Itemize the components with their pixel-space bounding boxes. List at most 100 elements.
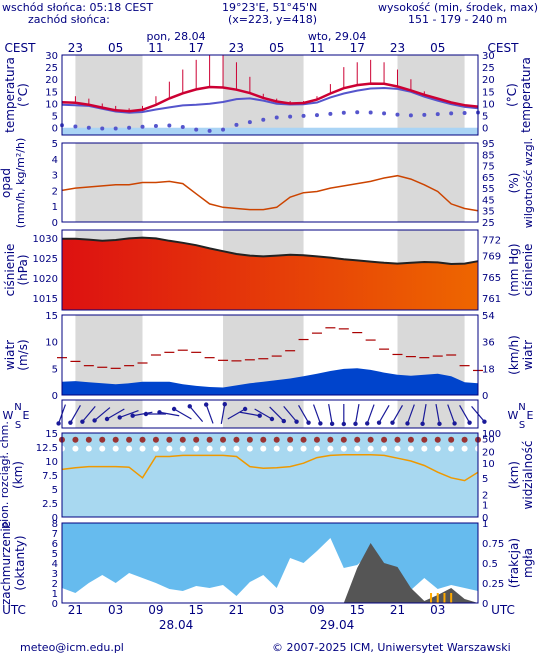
wind-direction-arrow — [447, 404, 456, 424]
right-tick-label: 85 — [482, 150, 495, 161]
contact-email[interactable]: meteo@icm.edu.pl — [20, 641, 124, 654]
temperature-min-dot — [395, 112, 400, 117]
cloud-base-dot — [354, 445, 361, 452]
cloud-base-dot — [394, 445, 401, 452]
temperature-min-dot — [167, 123, 172, 128]
night-band — [75, 315, 143, 395]
left-tick-label: 2.5 — [42, 499, 58, 510]
cloud-top-dot — [273, 436, 280, 443]
panel-border — [61, 229, 479, 311]
right-tick-label: 35 — [482, 207, 495, 218]
temperature-min-dot — [234, 122, 239, 127]
left-tick-label: 4 — [52, 155, 58, 166]
pressure-line — [62, 236, 479, 266]
right-tick-label: 30 — [482, 51, 495, 62]
cloud-base-dot — [407, 445, 414, 452]
compass-north-label: N — [14, 402, 21, 413]
temperature-min-dot — [314, 113, 319, 118]
wind-direction-head — [157, 410, 162, 415]
cloud-top-dot — [152, 436, 159, 443]
visibility-line — [61, 454, 479, 482]
right-tick-label: 10 — [482, 459, 495, 470]
cloud-top-dot — [126, 436, 133, 443]
right-tick-label: 15 — [482, 87, 495, 98]
wind-direction-head — [405, 421, 410, 426]
cloud-base-dot — [340, 445, 347, 452]
left-tick-label: 1015 — [33, 294, 58, 305]
temperature-min-dot — [261, 117, 266, 122]
top-hour-label: 11 — [148, 41, 163, 55]
cloud-top-dot — [300, 436, 307, 443]
left-tick-label: 3 — [52, 569, 58, 580]
wind-axis-unit-right: (km/h) — [507, 335, 521, 375]
right-tick-label: 772 — [482, 236, 501, 247]
time-zone-bottom-right: UTC — [491, 603, 515, 617]
elevation-values: 151 - 179 - 240 m — [408, 13, 508, 26]
wind-direction-arrow — [366, 404, 375, 424]
left-tick-label: 8 — [52, 519, 58, 530]
cloud-base-dot — [448, 445, 455, 452]
wind-direction-head — [130, 413, 135, 418]
wind-direction-arrow — [269, 406, 285, 422]
top-hour-label: 17 — [189, 41, 204, 55]
wind-direction-head — [242, 406, 248, 412]
cloud-base-dot — [166, 445, 173, 452]
top-hour-label: 23 — [68, 41, 83, 55]
wind-direction-head — [92, 418, 97, 423]
cloud-base-dot — [193, 445, 200, 452]
right-tick-label: 100 — [482, 429, 501, 440]
cloud-base-dot — [381, 445, 388, 452]
compass-south-label: S — [15, 420, 21, 431]
panel-border — [61, 399, 479, 429]
bottom-hour-label: 09 — [148, 603, 163, 617]
left-tick-label: 20 — [45, 75, 58, 86]
wind-axis-title-right: wiatr — [521, 340, 535, 370]
right-tick-label: 765 — [482, 273, 501, 284]
bottom-hour-label: 21 — [390, 603, 405, 617]
right-tick-label: 10 — [482, 99, 495, 110]
cloud-top-dot — [448, 436, 455, 443]
cloud-top-dot — [220, 436, 227, 443]
elevation-title: wysokość (min, środek, max) — [378, 1, 539, 14]
temperature-axis-title: temperatura — [3, 57, 17, 133]
right-tick-label: 95 — [482, 139, 495, 150]
cloud-top-dot — [340, 436, 347, 443]
left-tick-label: 10 — [45, 99, 58, 110]
wind-direction-arrow — [119, 410, 139, 418]
cloud-base-dot — [126, 445, 133, 452]
cloud-top-dot — [367, 436, 374, 443]
bottom-hour-label: 03 — [269, 603, 284, 617]
cloud-top-dot — [461, 436, 468, 443]
left-tick-label: 0 — [52, 391, 58, 402]
wind-direction-head — [171, 406, 177, 412]
temperature-min-dot — [355, 110, 360, 115]
humidity-axis-unit: (%) — [507, 173, 521, 194]
right-tick-label: 65 — [482, 173, 495, 184]
wind-direction-head — [376, 420, 382, 425]
left-tick-label: 15 — [45, 311, 58, 322]
humidity-line — [61, 174, 479, 212]
wind-direction-arrow — [354, 404, 360, 424]
left-tick-label: 1025 — [33, 254, 58, 265]
temperature-min-dot — [288, 114, 293, 119]
wind-direction-arrow — [435, 404, 441, 424]
right-tick-label: 2 — [482, 491, 488, 502]
wind-direction-arrow — [283, 405, 298, 423]
left-tick-label: 0 — [52, 218, 58, 229]
wind-direction-head — [329, 421, 335, 427]
coordinates-label: 19°23'E, 51°45'N — [222, 1, 318, 14]
right-tick-label: 0 — [482, 599, 488, 610]
wind-direction-head — [281, 418, 286, 424]
pressure-axis-title-right: ciśnienie — [521, 244, 535, 297]
right-tick-label: 0 — [482, 391, 488, 402]
left-tick-label: 0 — [52, 599, 58, 610]
temperature-min-dot — [435, 112, 440, 117]
wind-direction-arrow — [312, 404, 321, 424]
wind-direction-head — [203, 402, 209, 407]
cloud-base-dot — [85, 445, 92, 452]
night-band — [75, 55, 143, 135]
left-tick-label: 4 — [52, 559, 58, 570]
temperature-min-dot — [408, 113, 413, 118]
temperature-min-dot — [140, 124, 145, 129]
wind-direction-head — [257, 413, 262, 418]
